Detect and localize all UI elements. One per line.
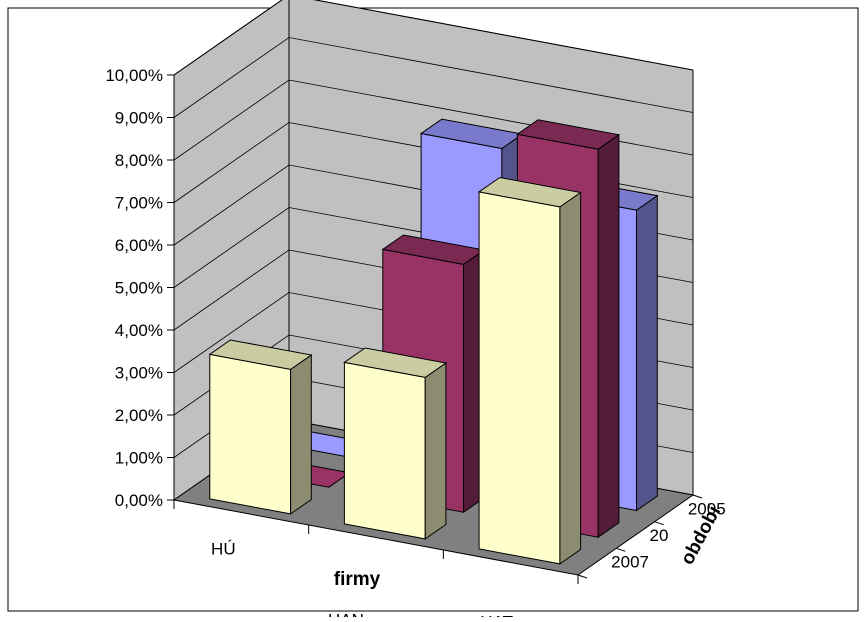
y-tick-label: 1,00% — [115, 449, 163, 468]
depth-tick-mark — [616, 547, 626, 552]
series-depth-label: 20 — [650, 526, 669, 545]
bar-2007-2 — [477, 176, 582, 565]
bars — [208, 118, 659, 565]
bar-front-face — [209, 353, 292, 515]
y-tick-label: 4,00% — [115, 321, 163, 340]
bar-side-face — [636, 194, 658, 512]
y-tick-label: 6,00% — [115, 236, 163, 255]
bar-2007-0 — [208, 339, 313, 515]
y-tick-label: 5,00% — [115, 279, 163, 298]
y-tick-label: 3,00% — [115, 364, 163, 383]
y-tick-label: 0,00% — [115, 491, 163, 510]
bar-front-face — [343, 361, 426, 540]
bar-2007-1 — [343, 347, 448, 540]
bar-side-face — [290, 354, 312, 515]
y-tick-label: 10,00% — [105, 66, 163, 85]
depth-tick-mark — [692, 494, 703, 499]
bar-top-face — [343, 347, 448, 378]
y-tick-label: 7,00% — [115, 194, 163, 213]
series-depth-label: 2005 — [688, 499, 726, 518]
bar-front-face — [478, 191, 561, 565]
depth-tick-mark — [654, 521, 664, 526]
category-label: HAT — [480, 613, 513, 618]
y-tick-label: 2,00% — [115, 406, 163, 425]
bar-top-face — [208, 339, 313, 370]
bar-top-face — [516, 119, 621, 150]
bar-side-face — [559, 191, 582, 565]
x-axis-title: firmy — [334, 569, 381, 590]
category-label: HÚ — [211, 540, 236, 559]
gridline — [173, 0, 694, 76]
category-label: HAN — [328, 611, 364, 618]
gridline — [173, 37, 694, 118]
y-tick-label: 8,00% — [115, 151, 163, 170]
bar-top-face — [477, 176, 582, 208]
depth-tick-mark — [577, 574, 588, 579]
y-axis-ticks: 0,00% 1,00% 2,00% 3,00% 4,00% 5,00% 6,00% 7,00%… — [105, 66, 174, 510]
bar-side-face — [597, 133, 620, 539]
y-tick-label: 9,00% — [115, 109, 163, 128]
series-depth-label: 2007 — [611, 553, 649, 572]
bar-side-face — [424, 362, 447, 540]
